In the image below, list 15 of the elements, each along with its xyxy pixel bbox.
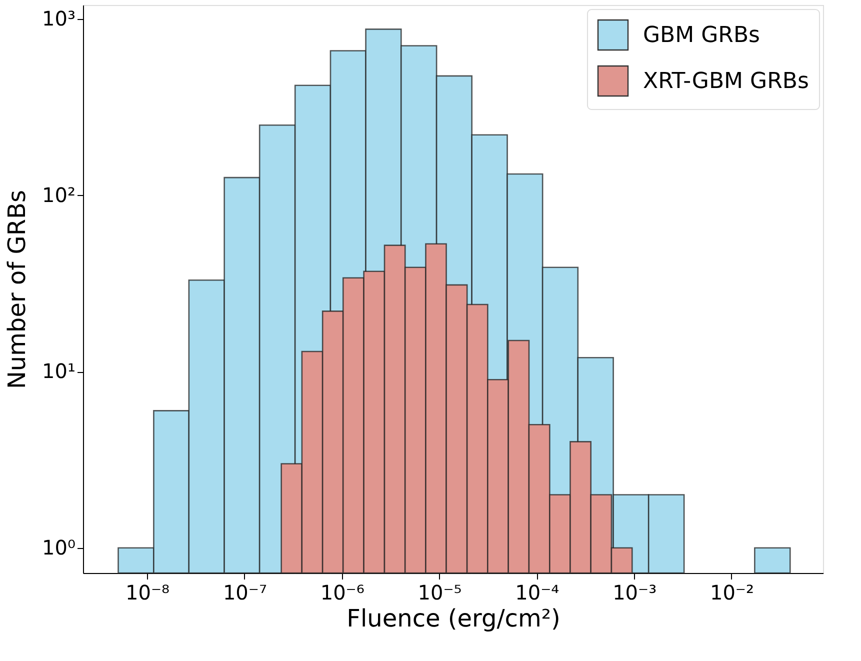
x-tick-label: 10⁻⁸: [126, 580, 170, 604]
y-tick-label: 10⁰: [42, 535, 76, 560]
x-axis-title: Fluence (erg/cm²): [346, 604, 560, 632]
x-tick-label: 10⁻⁶: [320, 580, 364, 604]
legend-label: GBM GRBs: [643, 23, 760, 48]
x-tick-label: 10⁻⁵: [418, 580, 462, 604]
x-tick-label: 10⁻⁷: [222, 580, 267, 604]
y-tick-label: 10²: [42, 182, 76, 207]
y-tick-label: 10³: [42, 6, 76, 30]
legend-label: XRT-GBM GRBs: [643, 69, 809, 94]
y-axis-title: Number of GRBs: [3, 190, 32, 390]
x-tick-label: 10⁻²: [710, 580, 754, 604]
x-tick-label: 10⁻³: [612, 580, 657, 604]
x-tick-label: 10⁻⁴: [515, 580, 560, 604]
y-tick-label: 10¹: [42, 359, 76, 384]
